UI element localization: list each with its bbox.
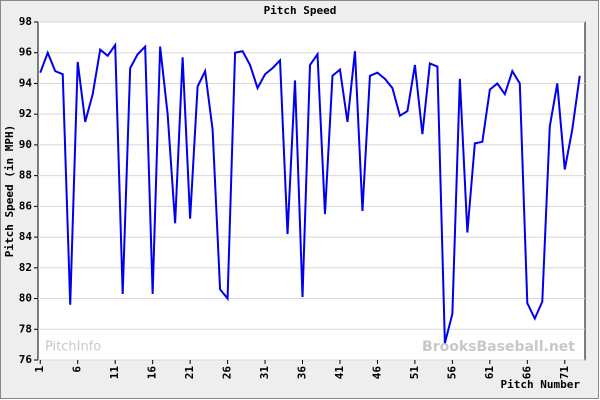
y-tick-label: 86 bbox=[19, 199, 33, 212]
x-tick-label: 1 bbox=[33, 366, 46, 373]
y-tick-label: 80 bbox=[19, 292, 32, 305]
x-tick-label: 46 bbox=[370, 366, 383, 380]
y-tick-label: 82 bbox=[19, 261, 32, 274]
x-tick-label: 11 bbox=[108, 366, 121, 380]
y-tick-label: 90 bbox=[19, 138, 32, 151]
x-tick-label: 61 bbox=[483, 366, 496, 380]
x-tick-label: 56 bbox=[445, 366, 458, 380]
x-tick-label: 6 bbox=[71, 366, 84, 373]
y-tick-label: 78 bbox=[19, 322, 32, 335]
x-axis-label: Pitch Number bbox=[501, 378, 581, 391]
watermark: PitchInfo bbox=[45, 340, 101, 355]
y-tick-label: 94 bbox=[19, 76, 33, 89]
x-tick-label: 26 bbox=[221, 366, 234, 380]
y-tick-label: 96 bbox=[19, 46, 33, 59]
x-tick-label: 71 bbox=[558, 366, 571, 380]
chart-title: Pitch Speed bbox=[264, 4, 337, 17]
x-tick-label: 36 bbox=[296, 366, 309, 380]
y-tick-label: 98 bbox=[19, 15, 32, 28]
x-tick-label: 51 bbox=[408, 366, 421, 380]
y-tick-label: 88 bbox=[19, 169, 32, 182]
y-tick-label: 76 bbox=[19, 353, 33, 366]
y-axis-label: Pitch Speed (in MPH) bbox=[3, 125, 16, 257]
x-tick-label: 21 bbox=[183, 366, 196, 380]
data-line bbox=[39, 41, 581, 344]
x-tick-label: 41 bbox=[333, 366, 346, 380]
y-tick-label: 92 bbox=[19, 107, 32, 120]
y-tick-label: 84 bbox=[19, 230, 33, 243]
x-tick-label: 66 bbox=[520, 366, 533, 380]
watermark: BrooksBaseball.net bbox=[422, 339, 575, 355]
x-tick-label: 16 bbox=[146, 366, 159, 380]
x-tick-label: 31 bbox=[258, 366, 271, 380]
